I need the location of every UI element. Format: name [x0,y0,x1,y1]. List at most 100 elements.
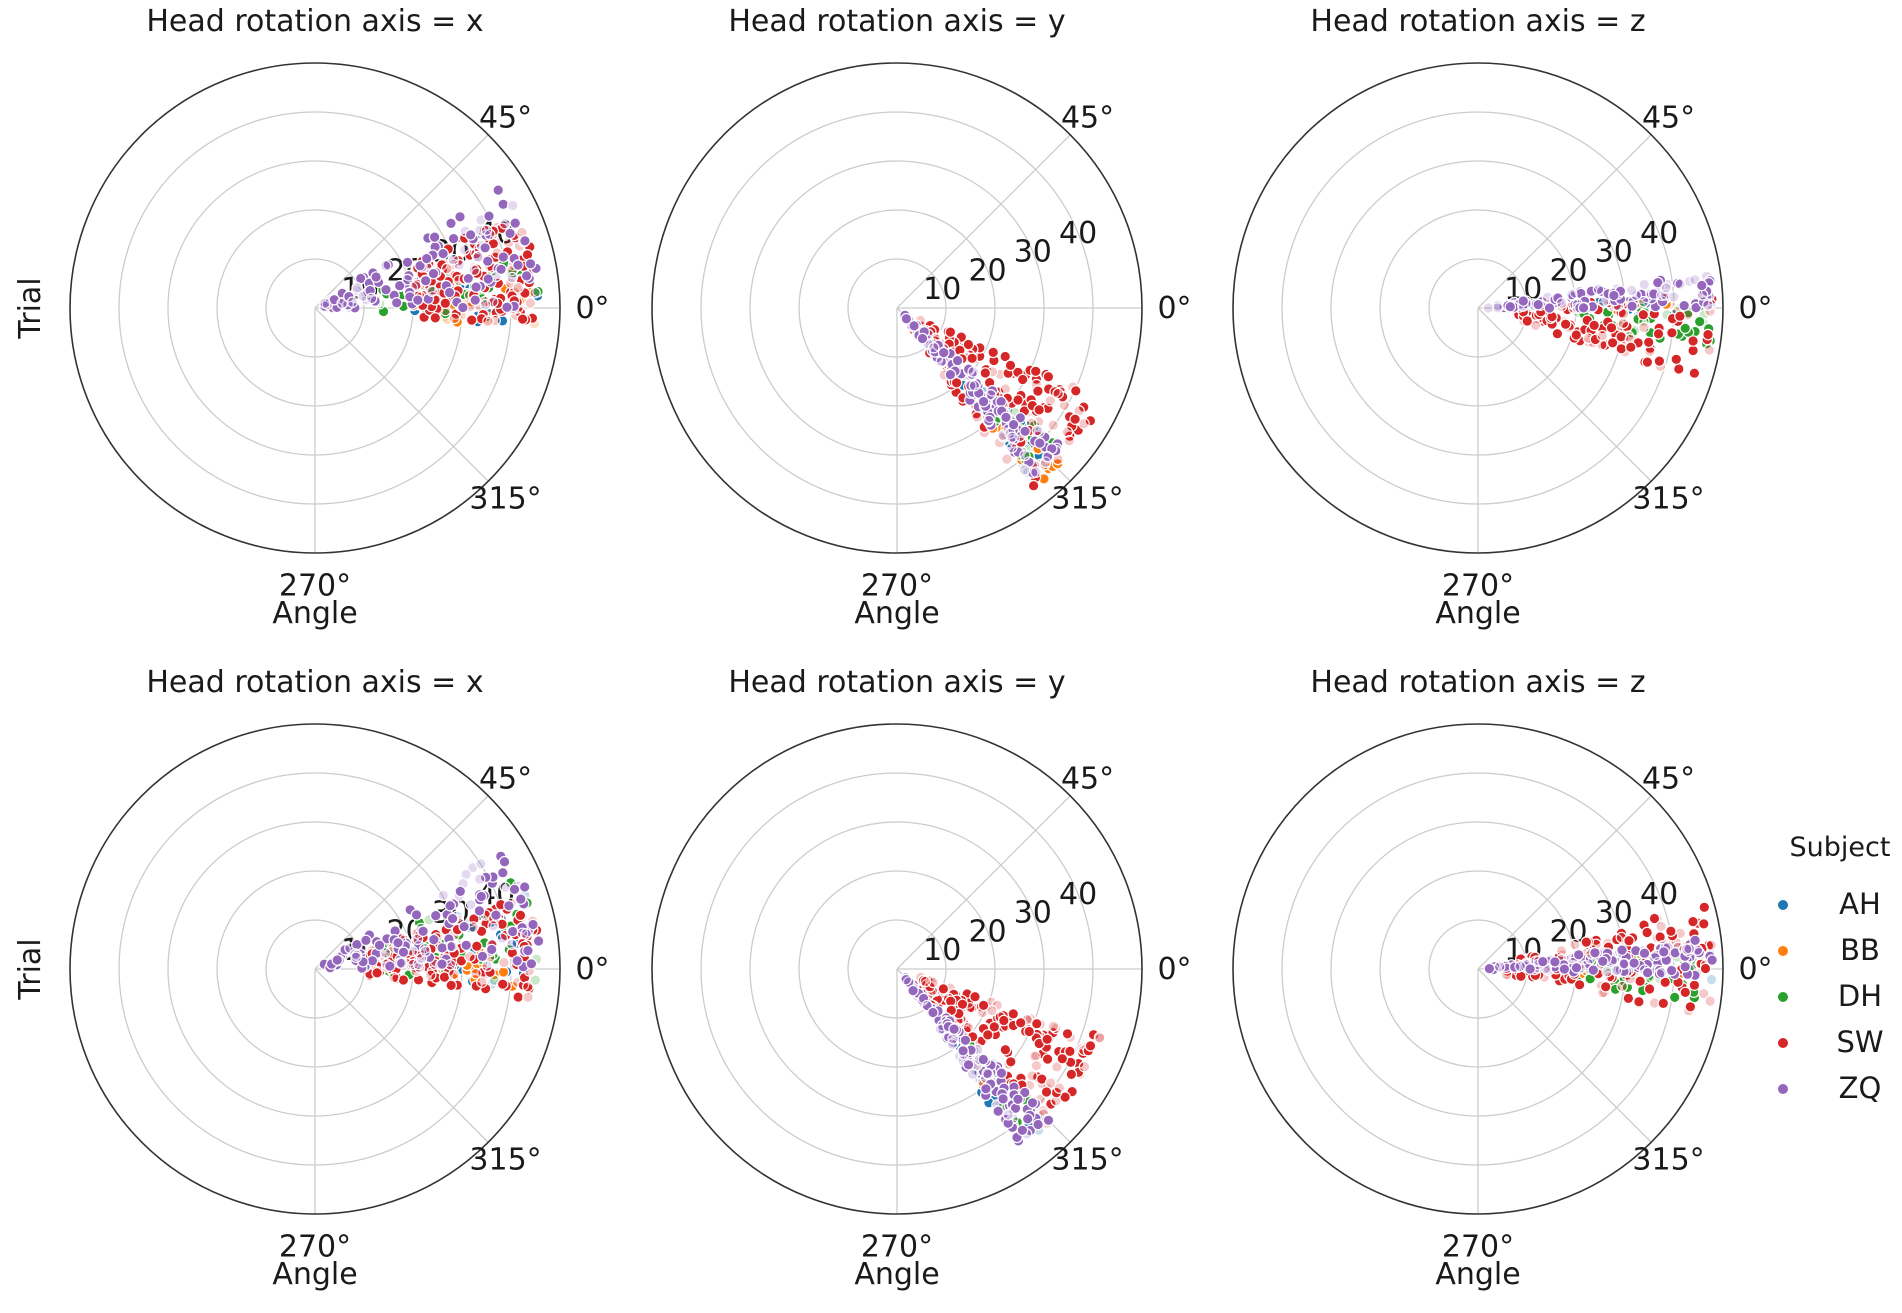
data-point [1638,295,1650,308]
data-point [522,991,534,1004]
data-point [1004,359,1017,372]
data-point [1597,955,1609,968]
data-point [1641,926,1653,939]
data-point [937,983,950,995]
theta-tick-label: 45° [1642,761,1695,796]
data-point [1705,973,1718,986]
data-point [985,1004,998,1017]
data-point [1021,1113,1034,1125]
data-point [1007,418,1020,431]
data-point [472,251,484,263]
legend-entry-label: DH [1838,979,1882,1013]
data-point [1670,353,1683,366]
data-point [944,326,957,338]
theta-tick-label: 315° [1632,1143,1704,1178]
data-point [1029,1050,1041,1063]
data-point [527,918,539,931]
data-point [1652,328,1665,340]
data-point [900,973,912,986]
data-point [1679,986,1692,999]
data-point [944,368,957,381]
data-point [514,909,527,922]
data-point [1687,335,1699,347]
data-point [1665,925,1677,937]
data-point [395,957,408,969]
data-point [497,966,510,978]
theta-tick-label: 315° [1051,1143,1123,1178]
data-point [468,913,480,925]
data-point [429,312,442,324]
data-point [429,909,442,922]
data-point [992,1105,1004,1117]
r-tick-label: 30 [1014,235,1052,270]
theta-tick-label: 270° [861,569,933,604]
data-point [464,950,476,963]
data-point [454,211,466,223]
theta-tick-label: 45° [1642,100,1695,135]
data-point [474,858,487,870]
data-point [1034,437,1046,449]
data-point [465,314,478,326]
data-point [524,257,537,270]
data-point [1031,1017,1043,1030]
r-tick-label: 20 [1549,253,1587,288]
legend-title: Subject [1790,832,1891,863]
data-point [532,935,545,947]
data-point [927,1006,939,1019]
data-point [1616,980,1628,993]
data-point [1061,426,1074,438]
data-point [501,301,513,313]
data-point [529,974,542,986]
data-point [927,341,940,354]
data-point [1588,319,1600,332]
data-point [521,980,534,993]
data-point [1697,987,1710,1000]
data-point [987,346,999,359]
data-point [417,925,429,938]
data-point [512,259,524,271]
data-point [1572,948,1585,961]
panel-title: Head rotation axis = x [146,4,483,39]
data-point [481,255,494,267]
data-point [1521,315,1534,327]
data-point [524,297,537,309]
data-point [1012,394,1024,406]
data-point [383,960,396,972]
data-point [495,263,507,276]
y-axis-label: Trial [13,277,48,339]
data-point [498,956,510,969]
data-point [1657,997,1670,1010]
data-point [1504,300,1517,313]
data-point [969,990,981,1003]
data-point [475,890,488,903]
polar-frame [651,723,1143,1215]
data-point [1084,1040,1097,1052]
theta-tick-label: 270° [1442,569,1514,604]
legend-marker [1777,1037,1789,1049]
data-point [1589,946,1601,959]
data-point [365,292,378,305]
data-point [1018,464,1031,476]
angular-gridline [314,968,489,1143]
data-point [1051,1061,1063,1073]
scatter-points [899,309,1097,492]
data-point [1002,1109,1015,1121]
data-point [412,958,425,971]
data-point [506,271,518,284]
data-point [1493,960,1506,973]
data-point [1006,431,1018,444]
data-point [1004,1056,1017,1068]
data-point [1678,299,1690,312]
data-point [508,883,521,896]
data-point [1555,945,1568,957]
angular-gridline [314,795,489,970]
data-point [1605,321,1618,334]
data-point [487,920,499,932]
data-point [1601,965,1613,978]
x-axis-label: Angle [854,596,939,631]
data-point [1625,341,1637,353]
angular-gridline [1477,795,1652,970]
x-axis-label: Angle [272,1257,357,1292]
legend-marker [1777,1083,1789,1095]
